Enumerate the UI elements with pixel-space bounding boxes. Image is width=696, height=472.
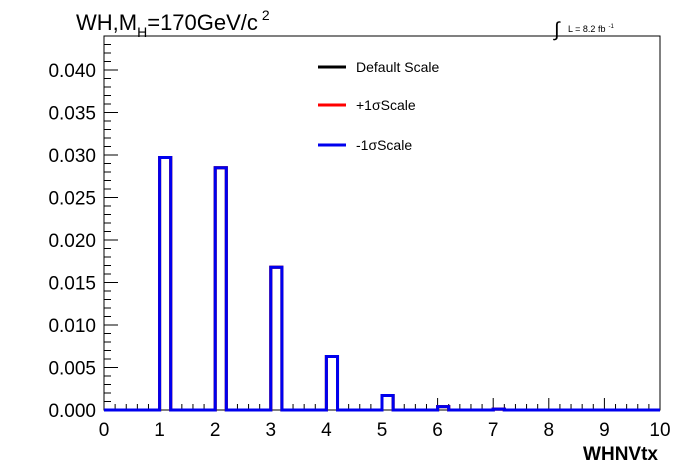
lumi-label: L = 8.2 fb -1 bbox=[568, 24, 614, 34]
y-tick-label: 0.020 bbox=[48, 231, 96, 252]
series-line-0 bbox=[104, 156, 660, 412]
plot-frame bbox=[103, 35, 661, 411]
y-tick-label: 0.040 bbox=[48, 61, 96, 82]
y-tick-label: 0.030 bbox=[48, 146, 96, 167]
legend: Default Scale +1σScale -1σScale bbox=[318, 59, 439, 153]
y-tick-label: 0.000 bbox=[48, 401, 96, 422]
x-tick-label: 9 bbox=[599, 420, 610, 441]
x-axis-label: WHNVtx bbox=[583, 444, 658, 465]
series-layer bbox=[104, 156, 660, 412]
lumi-integral-symbol: ∫ bbox=[553, 19, 561, 41]
y-tick-label: 0.015 bbox=[48, 274, 96, 295]
y-tick-label: 0.010 bbox=[48, 316, 96, 337]
legend-label-1: +1σScale bbox=[356, 97, 416, 113]
y-tick-label: 0.005 bbox=[48, 359, 96, 380]
x-tick-label: 1 bbox=[154, 420, 165, 441]
x-tick-label: 6 bbox=[432, 420, 443, 441]
x-tick-label: 10 bbox=[649, 420, 670, 441]
y-tick-label: 0.035 bbox=[48, 104, 96, 125]
x-tick-label: 4 bbox=[321, 420, 332, 441]
series-line-2 bbox=[104, 156, 660, 412]
x-tick-label: 7 bbox=[488, 420, 499, 441]
legend-label-2: -1σScale bbox=[356, 137, 412, 153]
x-tick-label: 3 bbox=[266, 420, 277, 441]
y-tick-labels: 0.000 0.005 0.010 0.015 0.020 0.025 0.030 0.035… bbox=[48, 61, 96, 422]
x-tick-label: 0 bbox=[99, 420, 110, 441]
y-tick-label: 0.025 bbox=[48, 189, 96, 210]
chart-title: WH,MH=170GeV/c 2 bbox=[76, 7, 270, 40]
x-tick-labels: 0 1 2 3 4 5 6 7 8 9 10 bbox=[99, 420, 671, 441]
legend-label-0: Default Scale bbox=[356, 59, 439, 75]
x-tick-label: 5 bbox=[377, 420, 388, 441]
x-tick-label: 8 bbox=[544, 420, 555, 441]
x-tick-label: 2 bbox=[210, 420, 221, 441]
series-line-1 bbox=[104, 156, 660, 412]
